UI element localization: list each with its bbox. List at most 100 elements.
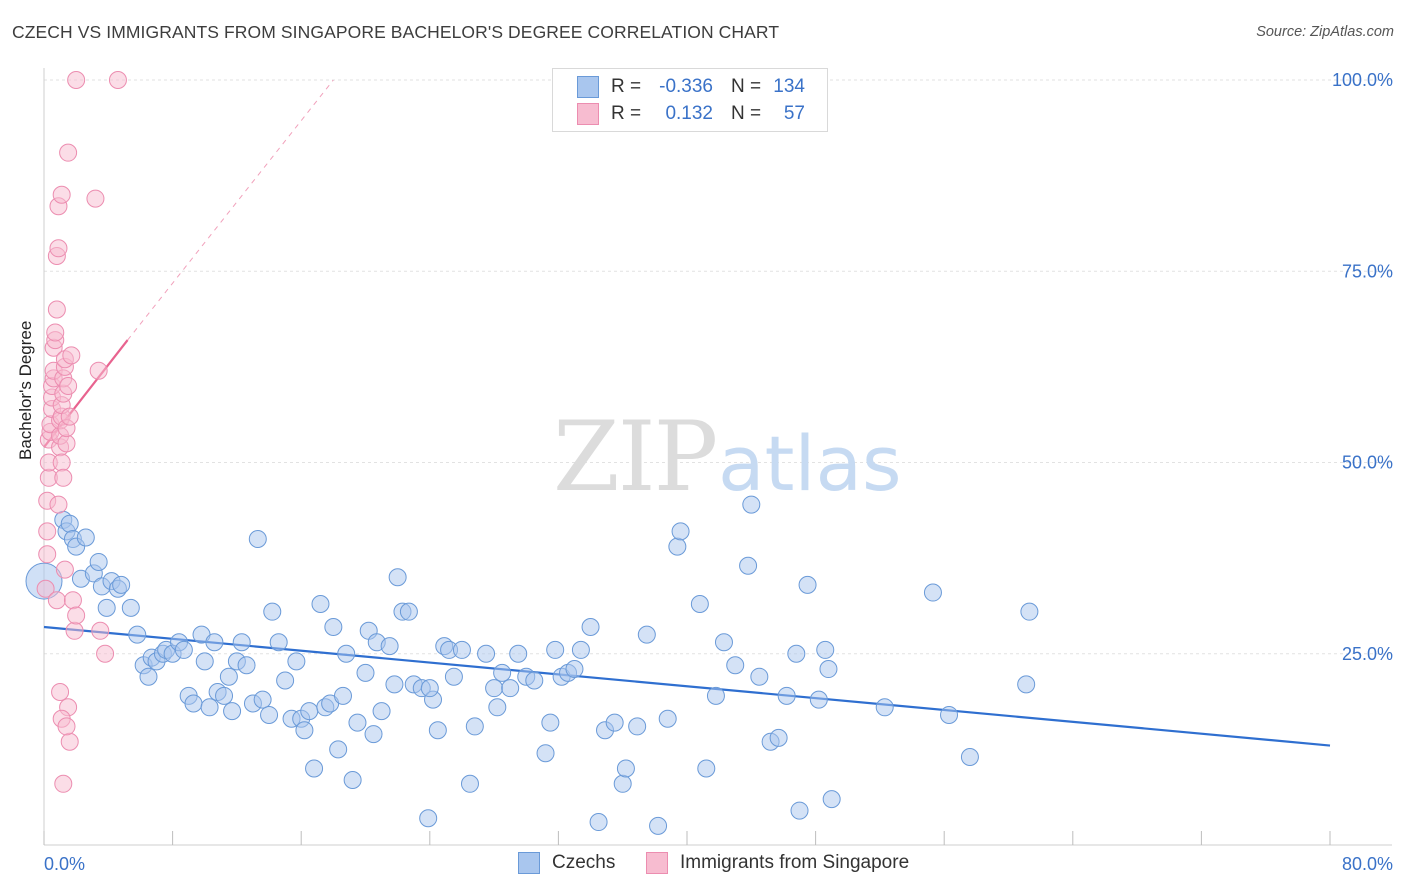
point-singapore — [67, 71, 86, 89]
y-tick-label: 25.0% — [1342, 644, 1393, 664]
point-czechs — [356, 663, 375, 682]
point-czechs — [714, 633, 733, 652]
point-singapore — [86, 189, 105, 208]
x-tick-label: 80.0% — [1342, 854, 1393, 874]
point-czechs — [571, 640, 590, 659]
point-singapore — [36, 579, 55, 598]
point-czechs — [616, 759, 635, 778]
point-czechs — [822, 790, 841, 809]
point-czechs — [60, 514, 79, 533]
point-czechs — [742, 495, 761, 514]
point-czechs — [232, 633, 251, 652]
legend-swatch-singapore — [577, 103, 599, 125]
point-singapore — [96, 644, 115, 663]
point-czechs — [777, 686, 796, 705]
point-singapore — [65, 621, 84, 640]
point-singapore — [60, 407, 79, 426]
y-tick-label: 75.0% — [1342, 261, 1393, 281]
chart-title: CZECH VS IMMIGRANTS FROM SINGAPORE BACHE… — [12, 22, 780, 42]
point-czechs — [769, 728, 788, 747]
point-czechs — [1017, 675, 1036, 694]
point-czechs — [139, 667, 158, 686]
point-czechs — [329, 740, 348, 759]
x-tick-label: 0.0% — [44, 854, 85, 874]
point-czechs — [668, 537, 687, 556]
point-czechs — [333, 686, 352, 705]
point-singapore — [49, 239, 68, 258]
watermark-atlas: atlas — [718, 419, 902, 508]
watermark: ZIP atlas — [553, 401, 902, 513]
y-axis-label: Bachelor's Degree — [16, 320, 35, 460]
data-points — [25, 71, 1039, 835]
point-czechs — [739, 556, 758, 575]
legend-n-value: 134 — [773, 76, 805, 97]
point-czechs — [790, 801, 809, 820]
point-czechs — [875, 698, 894, 717]
point-czechs — [605, 713, 624, 732]
point-czechs — [237, 656, 256, 675]
point-czechs — [940, 705, 959, 724]
point-czechs — [428, 721, 447, 740]
point-czechs — [444, 667, 463, 686]
point-singapore — [38, 545, 57, 564]
point-singapore — [57, 717, 76, 736]
point-singapore — [89, 361, 108, 380]
point-czechs — [219, 667, 238, 686]
point-singapore — [54, 468, 73, 487]
legend-n-label: N = — [731, 103, 762, 124]
point-czechs — [121, 598, 140, 617]
point-singapore — [49, 495, 68, 514]
series-label-singapore: Immigrants from Singapore — [680, 852, 910, 873]
point-czechs — [477, 644, 496, 663]
point-czechs — [536, 744, 555, 763]
point-singapore — [67, 606, 86, 625]
point-czechs — [420, 679, 439, 698]
point-singapore — [52, 453, 71, 472]
point-czechs — [488, 698, 507, 717]
point-czechs — [589, 813, 608, 832]
point-singapore — [38, 522, 57, 541]
y-tick-label: 100.0% — [1332, 70, 1393, 90]
point-czechs — [649, 816, 668, 835]
point-czechs — [581, 617, 600, 636]
point-czechs — [671, 522, 690, 541]
point-czechs — [798, 575, 817, 594]
point-czechs — [200, 698, 219, 717]
point-singapore — [59, 143, 78, 162]
point-czechs — [465, 717, 484, 736]
point-singapore — [63, 591, 82, 610]
point-czechs — [399, 602, 418, 621]
series-legend: Czechs Immigrants from Singapore — [0, 852, 1406, 878]
point-czechs — [452, 640, 471, 659]
series-legend-czechs[interactable]: Czechs — [518, 852, 615, 874]
stats-legend: R = -0.336 N = 134 R = 0.132 N = 57 — [552, 68, 828, 132]
legend-n-value: 57 — [783, 103, 805, 124]
point-czechs — [89, 552, 108, 571]
point-czechs — [485, 679, 504, 698]
point-czechs — [697, 759, 716, 778]
point-czechs — [205, 633, 224, 652]
legend-n-label: N = — [731, 76, 762, 97]
point-singapore — [47, 591, 66, 610]
trend-line-czechs — [43, 625, 1331, 747]
series-legend-singapore[interactable]: Immigrants from Singapore — [646, 852, 909, 874]
point-singapore — [57, 434, 76, 453]
point-czechs — [419, 809, 438, 828]
point-czechs — [546, 640, 565, 659]
point-czechs — [493, 663, 512, 682]
point-czechs — [388, 568, 407, 587]
point-czechs — [809, 690, 828, 709]
trend-line-extension — [127, 79, 334, 341]
point-czechs — [960, 748, 979, 767]
series-swatch-singapore — [646, 852, 668, 874]
point-czechs — [348, 713, 367, 732]
point-czechs — [215, 686, 234, 705]
point-czechs — [819, 660, 838, 679]
point-singapore — [52, 185, 71, 204]
point-singapore — [54, 774, 73, 793]
point-czechs — [658, 709, 677, 728]
point-czechs — [385, 675, 404, 694]
point-czechs — [253, 690, 272, 709]
point-czechs — [541, 713, 560, 732]
point-czechs — [726, 656, 745, 675]
